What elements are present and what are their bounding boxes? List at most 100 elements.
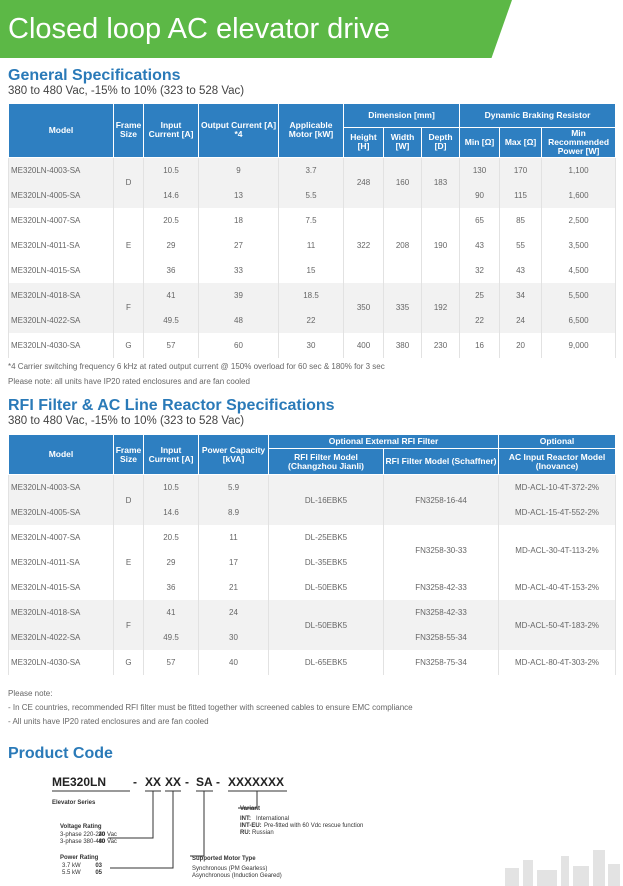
option-code: 40 (98, 839, 105, 845)
skyline-decoration (505, 850, 620, 886)
table-cell: DL-65EBK5 (268, 650, 384, 675)
table-cell: 350 (343, 282, 384, 333)
table-cell: DL-16EBK5 (268, 474, 384, 525)
header-cell: Dynamic Braking Resistor (459, 103, 617, 128)
table-row: ME320LN-4005-SA 14.6 8.9 MD-ACL-15-4T-552-2… (8, 500, 617, 525)
table-cell: 3,500 (541, 232, 617, 258)
code-label: Voltage Rating (60, 824, 102, 830)
table-cell: 18 (198, 207, 279, 233)
model-cell: ME320LN-4030-SA (8, 650, 114, 675)
table-cell: 18.5 (278, 282, 344, 308)
table-cell: 17 (198, 550, 269, 575)
table-row: ME320LN-4015-SA 36 33 15 32 43 4,500 (8, 257, 617, 283)
table-cell: 10.5 (143, 157, 199, 183)
header-cell: Frame Size (113, 103, 144, 158)
model-cell: ME320LN-4011-SA (8, 232, 114, 258)
table-row: ME320LN-4003-SA D 10.5 9 3.7 248 160 183 130 170 1… (8, 157, 617, 208)
table-cell: FN3258-55-34 (382, 625, 500, 650)
table-cell: MD-ACL-10-4T-372-2% (498, 474, 617, 500)
header-cell: Depth [D] (420, 127, 461, 158)
code-part: - (133, 775, 137, 789)
table-cell: 1,100 (541, 157, 617, 183)
table-cell: D (113, 157, 144, 208)
code-part: - (185, 775, 189, 789)
table-cell: 9 (198, 157, 279, 183)
table-cell: 115 (499, 182, 543, 208)
table-cell: 2,500 (541, 207, 617, 233)
table-row: ME320LN-4022-SA 49.5 48 22 22 24 6,500 (8, 307, 617, 333)
table-cell: 57 (143, 650, 199, 675)
model-cell: ME320LN-4005-SA (8, 500, 114, 525)
table-cell: 20.5 (143, 525, 199, 550)
table-cell: 183 (420, 157, 461, 208)
header-cell: AC Input Reactor Model (Inovance) (498, 448, 617, 475)
header-cell: Height [H] (343, 127, 384, 158)
footnote: - All units have IP20 rated enclosures a… (8, 717, 209, 726)
table-cell: 4,500 (541, 257, 617, 283)
table-cell: G (113, 650, 144, 675)
code-part: XXXXXXX (228, 775, 284, 789)
table-cell: 25 (459, 282, 501, 308)
table-cell: FN3258-42-33 (382, 575, 500, 600)
header-cell: Power Capacity [kVA] (198, 434, 269, 475)
header-cell: Frame Size (113, 434, 144, 475)
model-cell: ME320LN-4003-SA (8, 157, 114, 183)
table-cell: F (113, 600, 144, 650)
model-cell: ME320LN-4007-SA (8, 207, 114, 233)
table-cell: 33 (198, 257, 279, 283)
code-part: - (216, 775, 220, 789)
table-cell: 27 (198, 232, 279, 258)
option-label: Asynchronous (Induction Geared) (192, 873, 282, 879)
model-cell: ME320LN-4015-SA (8, 575, 114, 600)
table-cell: 36 (143, 575, 199, 600)
code-label: Variant (240, 806, 260, 812)
section-heading: Product Code (8, 745, 113, 763)
table-row: ME320LN-4018-SA F 41 39 18.5 350 335 192 25 34 5,5… (8, 282, 617, 333)
section-subtitle: 380 to 480 Vac, -15% to 10% (323 to 528 … (8, 85, 245, 97)
table-cell: 15 (278, 257, 344, 283)
table-cell: 65 (459, 207, 501, 233)
option-label: 3-phase 220-240 Vac (60, 832, 117, 838)
table-cell: FN3258-75-34 (382, 650, 500, 675)
header-cell: Min [Ω] (459, 127, 501, 158)
table-cell: 22 (278, 307, 344, 333)
table-cell: 90 (459, 182, 501, 208)
table-cell: 43 (459, 232, 501, 258)
model-cell: ME320LN-4030-SA (8, 332, 114, 358)
table-cell: 400 (343, 332, 384, 358)
table-cell: 3.7 (278, 157, 344, 183)
table-cell: 322 (343, 207, 384, 283)
table-cell: MD-ACL-15-4T-552-2% (498, 500, 617, 525)
table-cell: E (113, 525, 144, 600)
table-cell: 208 (383, 207, 422, 283)
option-label: 3-phase 380-480 Vac (60, 839, 117, 845)
table-cell: 248 (343, 157, 384, 208)
section-heading: RFI Filter & AC Line Reactor Specificati… (8, 397, 335, 427)
table-cell: FN3258-42-33 (382, 600, 500, 625)
model-cell: ME320LN-4003-SA (8, 474, 114, 500)
option-label: Synchronous (PM Gearless) (192, 866, 267, 872)
table-cell: 24 (499, 307, 543, 333)
table-cell: 20.5 (143, 207, 199, 233)
page-title: Closed loop AC elevator drive (8, 13, 391, 45)
table-row: ME320LN-4022-SA 49.5 30 FN3258-55-34 (8, 625, 616, 650)
footnote: Please note: (8, 689, 53, 698)
code-part: SA (196, 775, 213, 789)
table-row: ME320LN-4007-SA E 20.5 11 DL-25EBK5 FN3258-30… (8, 525, 617, 600)
table-cell: 190 (420, 207, 461, 283)
table-cell: FN3258-30-33 (382, 525, 500, 575)
table-cell: 39 (198, 282, 279, 308)
table-row: ME320LN-4011-SA 29 27 11 43 55 3,500 (8, 232, 617, 258)
table-cell: 16 (459, 332, 501, 358)
section-heading: General Specifications 380 to 480 Vac, -… (8, 67, 244, 97)
table-cell: 30 (278, 332, 344, 358)
section-title: RFI Filter & AC Line Reactor Specificati… (8, 397, 335, 414)
table-cell: 41 (143, 600, 199, 625)
table-cell: 29 (143, 550, 199, 575)
table-cell: MD-ACL-30-4T-113-2% (498, 525, 617, 575)
option-code: INT: (240, 816, 251, 822)
header-cell: Input Current [A] (143, 434, 199, 475)
table-cell: MD-ACL-80-4T-303-2% (498, 650, 617, 675)
table-row: ME320LN-4018-SA F 41 24 DL-50EBK5 FN3258-42-3… (8, 600, 617, 650)
